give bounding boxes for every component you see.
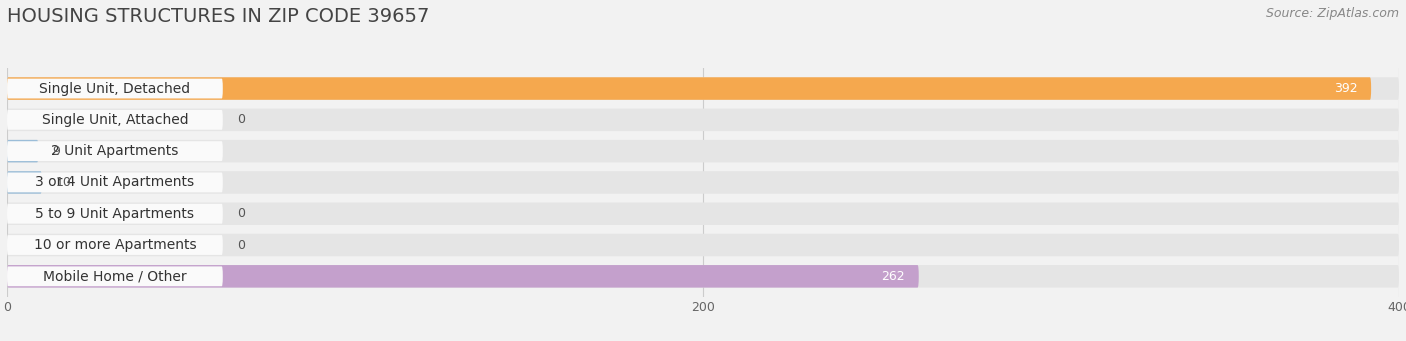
Text: Single Unit, Detached: Single Unit, Detached	[39, 81, 190, 95]
FancyBboxPatch shape	[7, 265, 918, 287]
Text: HOUSING STRUCTURES IN ZIP CODE 39657: HOUSING STRUCTURES IN ZIP CODE 39657	[7, 7, 429, 26]
FancyBboxPatch shape	[7, 108, 1399, 131]
Text: 262: 262	[882, 270, 905, 283]
FancyBboxPatch shape	[7, 140, 1399, 162]
FancyBboxPatch shape	[7, 235, 222, 255]
Text: 3 or 4 Unit Apartments: 3 or 4 Unit Apartments	[35, 175, 194, 190]
FancyBboxPatch shape	[7, 79, 222, 99]
Text: Source: ZipAtlas.com: Source: ZipAtlas.com	[1265, 7, 1399, 20]
FancyBboxPatch shape	[7, 171, 42, 194]
FancyBboxPatch shape	[7, 173, 222, 192]
FancyBboxPatch shape	[7, 266, 222, 286]
Text: 0: 0	[236, 207, 245, 220]
FancyBboxPatch shape	[7, 203, 1399, 225]
Text: 0: 0	[236, 113, 245, 126]
Text: 392: 392	[1333, 82, 1357, 95]
FancyBboxPatch shape	[7, 77, 1371, 100]
FancyBboxPatch shape	[7, 77, 1399, 100]
Text: 10 or more Apartments: 10 or more Apartments	[34, 238, 197, 252]
Text: Single Unit, Attached: Single Unit, Attached	[42, 113, 188, 127]
FancyBboxPatch shape	[7, 140, 38, 162]
FancyBboxPatch shape	[7, 141, 222, 161]
FancyBboxPatch shape	[7, 171, 1399, 194]
FancyBboxPatch shape	[7, 204, 222, 224]
Text: Mobile Home / Other: Mobile Home / Other	[44, 269, 187, 283]
FancyBboxPatch shape	[7, 265, 1399, 287]
FancyBboxPatch shape	[7, 234, 1399, 256]
Text: 0: 0	[236, 239, 245, 252]
Text: 5 to 9 Unit Apartments: 5 to 9 Unit Apartments	[35, 207, 194, 221]
Text: 10: 10	[56, 176, 72, 189]
FancyBboxPatch shape	[7, 110, 222, 130]
Text: 9: 9	[52, 145, 60, 158]
Text: 2 Unit Apartments: 2 Unit Apartments	[51, 144, 179, 158]
